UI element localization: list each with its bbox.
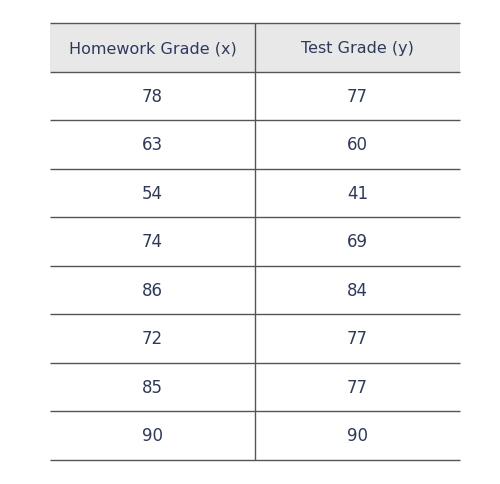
Text: 90: 90	[347, 426, 368, 445]
Text: 77: 77	[347, 88, 368, 106]
Text: 90: 90	[142, 426, 163, 445]
Text: Test Grade (y): Test Grade (y)	[301, 41, 414, 56]
Text: 54: 54	[142, 184, 163, 203]
Text: 63: 63	[142, 136, 163, 154]
Text: 72: 72	[142, 330, 163, 348]
Text: 41: 41	[347, 184, 368, 203]
Text: 74: 74	[142, 233, 163, 251]
Text: 77: 77	[347, 378, 368, 396]
Text: 69: 69	[347, 233, 368, 251]
Text: 77: 77	[347, 330, 368, 348]
Text: Homework Grade (x): Homework Grade (x)	[68, 41, 236, 56]
Text: 84: 84	[347, 281, 368, 300]
Text: 85: 85	[142, 378, 163, 396]
Text: 86: 86	[142, 281, 163, 300]
Bar	[50, 24, 460, 460]
Text: 60: 60	[347, 136, 368, 154]
Text: 78: 78	[142, 88, 163, 106]
Bar	[50, 24, 460, 73]
